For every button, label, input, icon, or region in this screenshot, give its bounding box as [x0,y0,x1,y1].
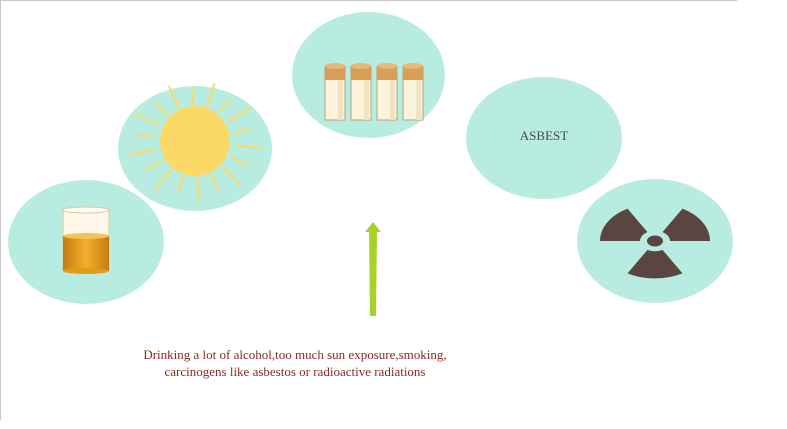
sun-ray [228,107,252,122]
sun-icon [129,83,262,202]
alcohol-glass-icon [62,206,110,274]
asbest-label: ASBEST [519,128,569,143]
sun-ray [190,87,194,106]
sun-ray [145,160,162,171]
sun-ray [233,128,253,134]
asbest-oval: ASBEST [466,77,622,199]
cigarette [402,63,424,121]
radiation-blade [600,208,648,241]
sun-ray [218,98,231,113]
cigarette [350,63,372,121]
cigarettes-oval [292,12,445,138]
sun-oval [118,83,272,211]
frame-top-border [0,0,737,1]
caption-line-2: carcinogens like asbestos or radioactive… [164,364,426,379]
cigarettes-icon [324,63,424,121]
sun-ray [230,156,248,166]
sun-ray [210,173,219,190]
cigarette [376,63,398,121]
radiation-icon [600,208,710,279]
caption: Drinking a lot of alcohol,too much sun e… [120,346,470,380]
sun-ray [135,113,160,126]
radiation-blade [627,249,683,279]
caption-line-1: Drinking a lot of alcohol,too much sun e… [143,347,447,362]
up-arrow-icon [365,222,381,316]
sun-ray [222,166,242,186]
sun-ray [177,175,185,192]
sun-ray [154,101,168,116]
frame-left-border [0,0,1,420]
radiation-blade [662,208,710,241]
sun-ray [196,176,200,202]
sun-ray [136,133,156,138]
cigarette [324,63,346,121]
radiation-oval [577,179,733,303]
alcohol-oval [8,180,164,304]
sun-ray [205,83,216,107]
sun-ray [154,169,172,190]
sun-ray [168,85,180,109]
sun-ray [234,144,262,150]
sun-ray [129,148,157,156]
